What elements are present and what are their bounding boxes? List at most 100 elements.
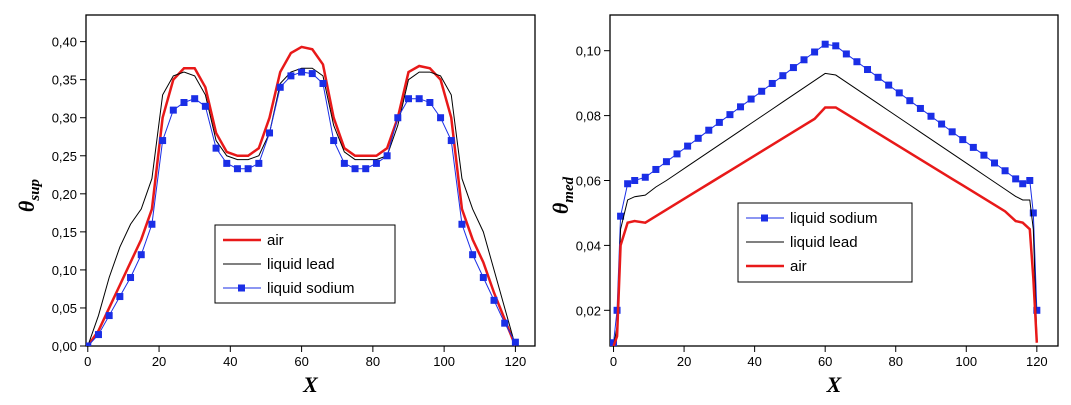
marker: [864, 66, 872, 74]
y-tick-label: 0,02: [576, 303, 601, 318]
marker: [244, 165, 252, 173]
marker: [631, 177, 639, 184]
marker: [1029, 209, 1037, 217]
marker: [959, 136, 967, 144]
x-tick-label: 100: [955, 354, 977, 369]
marker: [362, 165, 370, 173]
marker: [330, 137, 338, 145]
marker: [308, 70, 316, 78]
legend-label: liquid sodium: [267, 280, 355, 297]
x-tick-label: 80: [366, 354, 380, 369]
x-tick-label: 60: [294, 354, 308, 369]
marker: [617, 212, 625, 220]
y-axis-symbol: θ: [14, 200, 39, 212]
y-tick-label: 0,08: [576, 109, 601, 124]
legend-label: liquid sodium: [790, 210, 878, 227]
y-axis-subscript: med: [561, 176, 577, 202]
series-line: [86, 45, 517, 346]
y-axis-symbol: θ: [548, 202, 573, 214]
chart: 0 20 40 60 80 100 120 0,02 0,04 0,06 0,08 0,10 Xθmed…: [548, 14, 1059, 397]
marker: [1033, 306, 1041, 314]
x-tick-label: 60: [818, 354, 832, 369]
marker: [458, 220, 466, 228]
marker: [874, 73, 882, 81]
series-line: [87, 67, 516, 346]
legend-label: air: [790, 258, 807, 275]
marker: [404, 95, 412, 103]
marker: [980, 151, 988, 159]
y-tick-label: 0,25: [52, 149, 77, 164]
marker: [948, 128, 956, 136]
marker: [447, 137, 455, 145]
series-line: [612, 106, 1039, 346]
legend-marker: [761, 214, 768, 222]
marker: [201, 102, 209, 110]
x-axis-title: X: [826, 372, 843, 397]
marker: [726, 111, 734, 119]
marker: [927, 112, 935, 120]
marker: [789, 64, 797, 72]
marker: [127, 274, 135, 282]
marker: [800, 56, 808, 64]
marker: [223, 159, 231, 167]
y-tick-label: 0,10: [52, 263, 77, 278]
marker: [501, 319, 509, 327]
marker: [969, 143, 977, 151]
y-tick-label: 0,35: [52, 73, 77, 88]
marker: [266, 129, 274, 137]
x-tick-label: 120: [505, 354, 527, 369]
marker: [768, 79, 776, 87]
plot-frame: [609, 14, 1059, 347]
marker: [469, 251, 477, 259]
marker: [180, 99, 188, 107]
marker: [1019, 180, 1027, 188]
marker: [662, 158, 670, 166]
y-axis-title: θsup: [14, 178, 43, 212]
plot-frame: [85, 14, 536, 347]
marker: [705, 126, 713, 134]
chart: 0 20 40 60 80 100 120 0,00 0,05 0,10 0,15 0,20 0,25 0…: [14, 14, 536, 397]
y-tick-label: 0,00: [52, 339, 77, 354]
marker: [694, 134, 702, 142]
series-line: [613, 72, 1038, 346]
series-line: [613, 43, 1038, 343]
x-tick-label: 120: [1026, 354, 1048, 369]
marker: [885, 81, 893, 89]
marker: [137, 251, 145, 259]
plot: [610, 40, 1041, 346]
marker: [641, 173, 649, 181]
marker: [906, 97, 914, 105]
plot: [86, 45, 519, 346]
marker: [233, 165, 241, 173]
y-tick-label: 0,40: [52, 35, 77, 50]
y-tick-label: 0,10: [576, 44, 601, 59]
legend-label: liquid lead: [267, 256, 335, 273]
marker: [287, 72, 295, 80]
marker: [895, 89, 903, 97]
marker: [372, 159, 380, 167]
marker: [298, 68, 306, 76]
y-tick-label: 0,04: [576, 238, 601, 253]
x-tick-label: 20: [152, 354, 166, 369]
marker: [842, 50, 850, 58]
marker: [319, 79, 327, 87]
legend-label: liquid lead: [790, 234, 858, 251]
y-tick-label: 0,06: [576, 174, 601, 189]
marker: [821, 40, 829, 48]
marker: [212, 144, 220, 152]
marker: [159, 137, 167, 145]
marker: [148, 220, 156, 228]
marker: [832, 42, 840, 50]
marker: [624, 180, 632, 188]
marker: [383, 152, 391, 160]
marker: [853, 58, 861, 66]
legend-label: air: [267, 232, 284, 249]
y-axis-subscript: sup: [27, 178, 43, 201]
x-tick-label: 80: [888, 354, 902, 369]
marker: [340, 159, 348, 167]
marker: [991, 159, 999, 167]
marker: [811, 48, 819, 56]
x-tick-label: 20: [677, 354, 691, 369]
x-tick-label: 40: [223, 354, 237, 369]
